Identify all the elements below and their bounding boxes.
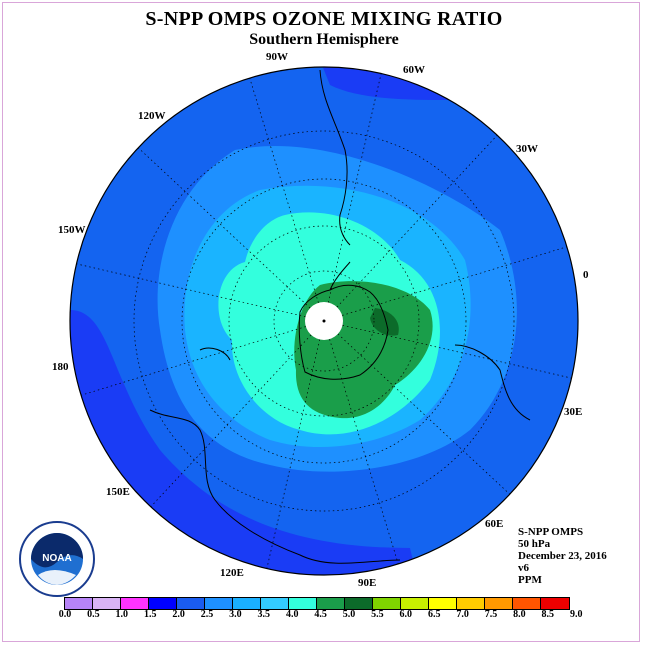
- lon-label-30e: 30E: [564, 406, 582, 418]
- color-tick-label: 4.0: [285, 609, 299, 620]
- map-info: S-NPP OMPS 50 hPa December 23, 2016 v6 P…: [518, 526, 607, 586]
- meridian-line: [80, 326, 306, 396]
- meridian-line: [329, 339, 399, 565]
- color-swatch: [345, 598, 373, 609]
- lon-label-90e: 90E: [358, 577, 376, 589]
- lon-label-120e: 120E: [220, 567, 244, 579]
- color-tick-label: 3.5: [257, 609, 271, 620]
- logo-text: NOAA: [42, 553, 71, 564]
- meridian-line: [336, 134, 498, 308]
- color-scale-bar: [64, 597, 570, 610]
- meridian-line: [327, 73, 382, 303]
- meridian-line: [266, 339, 321, 569]
- color-swatch: [513, 598, 541, 609]
- lon-label-150w: 150W: [58, 224, 86, 236]
- ozone-band-4-5: [370, 308, 399, 336]
- meridian-line: [342, 324, 572, 379]
- meridian-lines: [76, 73, 572, 569]
- lon-label-60w: 60W: [403, 64, 425, 76]
- color-tick-label: 0.5: [87, 609, 100, 620]
- meridian-line: [342, 246, 568, 316]
- color-swatch: [261, 598, 289, 609]
- color-tick-label: 7.0: [456, 609, 469, 620]
- info-units: PPM: [518, 574, 542, 586]
- meridian-line: [150, 334, 312, 508]
- color-tick-label: 4.5: [314, 609, 327, 620]
- color-tick-label: 5.0: [342, 609, 356, 620]
- pole-marker: [322, 319, 326, 323]
- color-swatch: [541, 598, 569, 609]
- lon-label-90w: 90W: [266, 51, 288, 63]
- coastlines: [149, 69, 531, 564]
- color-swatch: [177, 598, 205, 609]
- color-tick-label: 2.5: [200, 609, 214, 620]
- map-title: S-NPP OMPS OZONE MIXING RATIO: [145, 8, 503, 30]
- latitude-circles: [133, 130, 515, 512]
- color-tick-label: 8.0: [513, 609, 526, 620]
- color-swatch: [457, 598, 485, 609]
- color-tick-label: 7.5: [484, 609, 498, 620]
- color-scale-ticks: 0.0 0.5 1.0 1.5 2.0 2.5 3.0 3.5 4.0 4.5 5.0 5.5 6.0 6…: [0, 609, 648, 623]
- lon-label-120w: 120W: [138, 110, 166, 122]
- color-tick-label: 6.5: [427, 609, 441, 620]
- color-tick-label: 0.0: [58, 609, 72, 620]
- figure-frame: [2, 2, 640, 642]
- color-tick-label: 8.5: [541, 609, 555, 620]
- lon-label-180: 180: [52, 361, 69, 373]
- color-swatch: [205, 598, 233, 609]
- color-swatch: [149, 598, 177, 609]
- info-version: v6: [518, 562, 529, 574]
- meridian-line: [249, 77, 319, 303]
- color-swatch: [93, 598, 121, 609]
- color-swatch: [233, 598, 261, 609]
- color-tick-label: 1.5: [143, 609, 157, 620]
- color-swatch: [429, 598, 457, 609]
- color-tick-label: 1.0: [115, 609, 129, 620]
- color-tick-label: 6.0: [399, 609, 413, 620]
- color-swatch: [485, 598, 513, 609]
- lon-label-30w: 30W: [516, 143, 538, 155]
- meridian-line: [337, 333, 511, 495]
- color-swatch: [65, 598, 93, 609]
- lon-label-0: 0: [583, 269, 589, 281]
- color-swatch: [121, 598, 149, 609]
- info-level: 50 hPa: [518, 538, 551, 550]
- map-subtitle: Southern Hemisphere: [249, 31, 399, 48]
- color-tick-label: 3.0: [229, 609, 242, 620]
- map-boundary: [69, 66, 579, 576]
- lon-label-150e: 150E: [106, 486, 130, 498]
- meridian-line: [137, 147, 311, 309]
- color-tick-label: 9.0: [569, 609, 583, 620]
- color-swatch: [373, 598, 401, 609]
- noaa-logo: NOAA: [19, 521, 95, 597]
- color-swatch: [401, 598, 429, 609]
- color-swatch: [289, 598, 317, 609]
- info-date: December 23, 2016: [518, 550, 607, 562]
- color-tick-label: 5.5: [371, 609, 384, 620]
- color-tick-label: 2.0: [172, 609, 185, 620]
- meridian-line: [76, 263, 306, 318]
- info-instrument: S-NPP OMPS: [518, 526, 584, 538]
- lon-label-60e: 60E: [485, 518, 503, 530]
- color-swatch: [317, 598, 345, 609]
